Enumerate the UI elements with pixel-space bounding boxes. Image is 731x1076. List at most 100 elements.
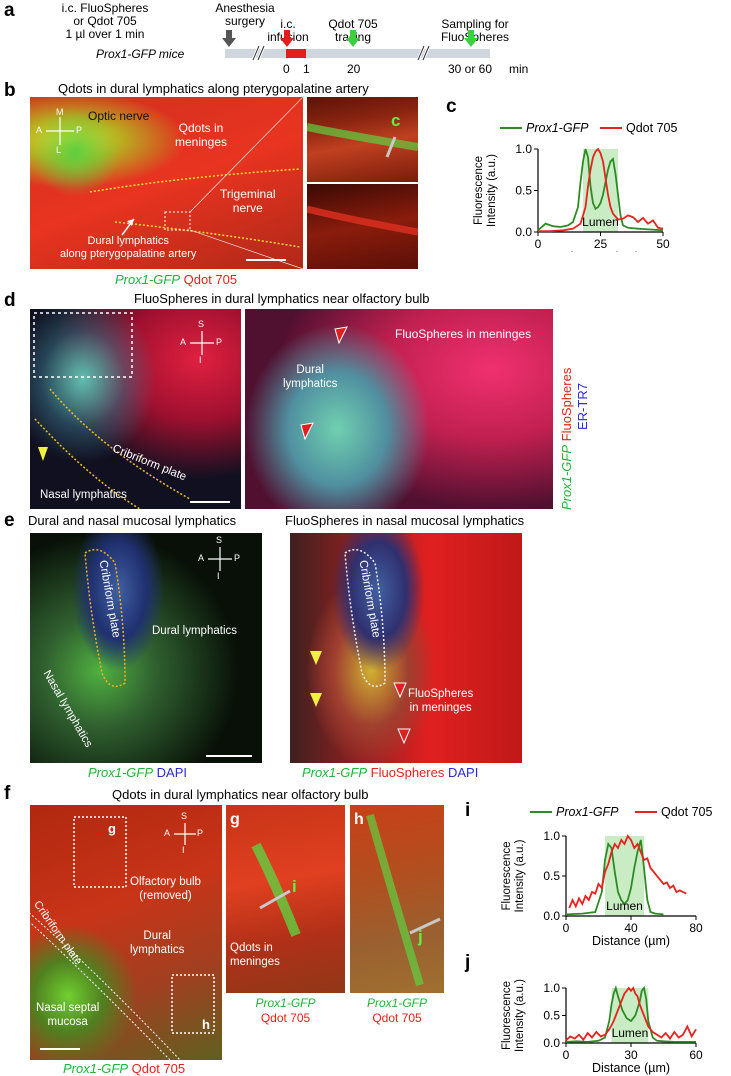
panel-b-title: Qdots in dural lymphatics along pterygop…: [58, 81, 369, 96]
fluo-meninges-d-label: FluoSpheres in meninges: [395, 327, 532, 341]
series-line-prox1-gfp: [565, 985, 696, 1043]
y-axis-label: Fluorescence: [473, 156, 485, 225]
panel-d-left-image: S I A P Cribriform plate Nasal lymphatic…: [30, 309, 241, 509]
anesthesia-arrow: [222, 30, 236, 47]
trigeminal-label: Trigeminal nerve: [220, 187, 276, 215]
y-tick-label: 0.5: [515, 184, 532, 198]
panel-h-caption: Prox1-GFP Qdot 705: [366, 996, 427, 1025]
scale-bar-d: [190, 501, 230, 503]
compass-e-A: A: [198, 553, 205, 563]
fluo-meninges-e-label: FluoSpheres in meninges: [408, 688, 474, 714]
x-axis-label: Distance (µm): [592, 934, 670, 948]
compass-d-A: A: [180, 337, 187, 347]
x-tick-label: 50: [656, 237, 670, 251]
lumen-label: Lumen: [612, 1026, 649, 1040]
y-tick-label: 0.5: [543, 869, 560, 883]
lumen-label: Lumen: [606, 899, 643, 913]
y-tick-label: 1.0: [543, 981, 560, 995]
compass-b-L: L: [56, 145, 62, 155]
panel-b-inset-bottom: [307, 184, 418, 269]
x-tick-label: 40: [624, 921, 638, 935]
panel-d-right-image: Dural lymphatics FluoSpheres in meninges: [245, 309, 553, 509]
compass-f-I: I: [182, 845, 185, 855]
inset-c-label: c: [391, 111, 401, 130]
y-tick-label: 1.0: [543, 829, 560, 843]
x-tick-label: 0: [563, 921, 570, 935]
y-tick-label: 0.5: [543, 1009, 560, 1023]
scale-bar-f: [40, 1048, 80, 1050]
compass-f-A: A: [164, 828, 171, 838]
scale-bar-b: [246, 259, 286, 261]
compass-f-S: S: [181, 811, 188, 821]
panel-letter-b: b: [4, 80, 16, 101]
panel-letter-h: h: [354, 811, 364, 828]
legend-label-red: Qdot 705: [661, 805, 712, 819]
panel-f-image: S I A P g h Olfactory bulb (removed) Dur…: [30, 805, 222, 1060]
series-line-qdot-705: [568, 834, 687, 909]
compass-b-A: A: [36, 125, 43, 135]
panel-d-side-legend: Prox1-GFP FluoSpheres ER-TR7: [559, 367, 590, 510]
mice-label: Prox1-GFP mice: [96, 47, 185, 61]
timeline-bar: [225, 49, 490, 58]
olfactory-label: Olfactory bulb (removed): [130, 876, 201, 902]
timeline-diagram: [222, 30, 490, 61]
panel-e-caption-left: Prox1-GFP DAPI: [88, 765, 187, 780]
compass-e-I: I: [217, 571, 220, 581]
x-tick-label: 0: [535, 237, 542, 251]
nasal-septal-label: Nasal septal mucosa: [36, 1002, 100, 1028]
panel-letter-d: d: [4, 290, 16, 311]
infusion-arrow: [280, 30, 294, 47]
panel-letter-j: j: [465, 952, 471, 973]
anesthesia-label: Anesthesia surgery: [215, 1, 275, 28]
y-axis-label: Intensity (a.u.): [514, 839, 526, 912]
panel-e-title-right: FluoSpheres in nasal mucosal lymphatics: [285, 513, 525, 528]
panel-f-caption: Prox1-GFP Qdot 705: [63, 1061, 186, 1076]
compass-f-P: P: [197, 828, 204, 838]
x-tick-label: 80: [689, 921, 703, 935]
compass-d-S: S: [198, 319, 205, 329]
dural-d-label: Dural lymphatics: [283, 364, 338, 390]
panel-g-image: g i Qdots in meninges: [226, 805, 345, 993]
line-i-label: i: [292, 877, 297, 896]
panel-g-caption: Prox1-GFP Qdot 705: [255, 996, 316, 1025]
qdots-meninges-label: Qdots in meninges: [175, 121, 228, 149]
series-line-qdot-705: [538, 147, 664, 233]
optic-nerve-label: Optic nerve: [88, 109, 150, 123]
x-tick-label: 0: [563, 1048, 570, 1062]
panel-letter-a: a: [4, 0, 15, 21]
panel-letter-e: e: [4, 510, 15, 531]
panel-h-image: h j: [350, 805, 444, 993]
time-0: 0: [283, 62, 290, 76]
panel-d-title: FluoSpheres in dural lymphatics near olf…: [134, 291, 430, 306]
y-axis-label: Fluorescence: [501, 841, 513, 910]
legend-label-green: Prox1-GFP: [556, 805, 619, 819]
time-1: 1: [303, 62, 310, 76]
compass-d-P: P: [216, 337, 223, 347]
x-axis-label: Distance (µm): [592, 1061, 670, 1075]
compass-e-P: P: [234, 553, 241, 563]
qdots-meninges-g-label: Qdots in meninges: [230, 942, 280, 968]
x-axis-label: Distance (µm): [561, 250, 639, 252]
y-tick-label: 0.0: [515, 225, 532, 239]
compass-b-P: P: [76, 125, 83, 135]
compass-b-M: M: [56, 107, 64, 117]
box-h-label: h: [202, 1017, 210, 1032]
panel-letter-c: c: [446, 96, 457, 117]
y-tick-label: 0.0: [543, 1036, 560, 1050]
panel-f-title: Qdots in dural lymphatics near olfactory…: [112, 787, 369, 802]
panel-letter-f: f: [4, 783, 11, 804]
chart-j: 0.0 0.5 1.0 0 30 60 Lumen Distance (µm) Fluoresc…: [501, 979, 703, 1075]
sampling-arrow: [464, 30, 478, 47]
legend-label-red: Qdot 705: [626, 121, 677, 135]
infusion-segment: [286, 49, 306, 58]
injection-note: i.c. FluoSpheres or Qdot 705 1 µl over 1…: [61, 1, 149, 41]
sampling-label: Sampling for FluoSpheres: [440, 17, 510, 44]
x-tick-label: 60: [689, 1048, 703, 1062]
legend-label-green: Prox1-GFP: [526, 121, 589, 135]
series-line-qdot-705: [565, 986, 697, 1042]
chart-i: 0.0 0.5 1.0 0 40 80 Lumen Distance (µm) Fluoresc…: [501, 805, 712, 948]
y-axis-label: Intensity (a.u.): [514, 979, 526, 1052]
time-unit: min: [509, 62, 529, 76]
box-g-label: g: [108, 821, 116, 836]
scale-bar-e: [206, 755, 252, 757]
